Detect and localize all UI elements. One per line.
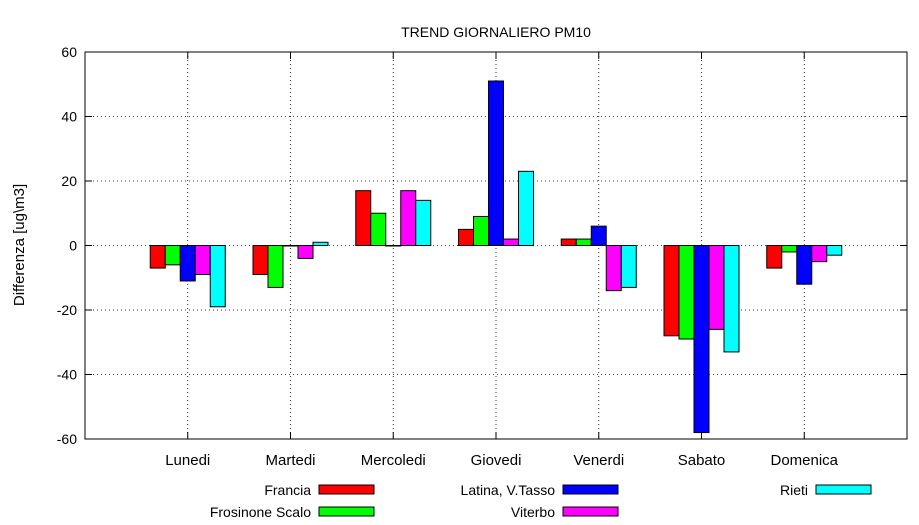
bar-frosinone-scalo [575, 238, 592, 247]
y-tick-label: -60 [57, 431, 77, 447]
bar-frosinone-scalo [164, 245, 181, 266]
bar-latina-v-tasso [488, 80, 504, 247]
bar-viterbo [297, 245, 314, 259]
y-tick-label: 40 [61, 109, 77, 125]
bars [149, 80, 843, 434]
y-tick-label: 60 [61, 44, 77, 60]
bar-latina-v-tasso [796, 245, 813, 285]
bar-francia [149, 245, 166, 269]
legend-label: Frosinone Scalo [210, 504, 311, 520]
legend-swatch [562, 484, 619, 495]
x-tick-label: Giovedi [471, 452, 522, 469]
bar-viterbo [605, 245, 622, 292]
bar-francia [766, 245, 783, 269]
bar-francia [355, 190, 372, 247]
bar-latina-v-tasso [590, 225, 607, 246]
bar-francia [663, 245, 680, 337]
legend-label: Rieti [780, 482, 808, 498]
legend-swatch [318, 484, 375, 495]
x-tick-label: Venerdi [573, 452, 624, 469]
legend-label: Latina, V.Tasso [461, 482, 556, 498]
bar-rieti [415, 199, 432, 247]
bar-rieti [723, 245, 740, 353]
x-tick-label: Mercoledi [361, 452, 426, 469]
bar-rieti [518, 170, 534, 246]
bar-rieti [620, 245, 637, 288]
axis-ticks: 60 40 20 0 -20 -40 -60 Lunedi Martedi Mercoledi Gi… [57, 44, 907, 469]
y-tick-label: 20 [61, 173, 77, 189]
legend-label: Viterbo [511, 504, 555, 520]
bar-rieti [209, 245, 226, 308]
bar-viterbo [503, 238, 519, 247]
bar-frosinone-scalo [267, 245, 284, 288]
x-tick-label: Sabato [678, 452, 726, 469]
legend-swatch [562, 506, 619, 517]
legend-label: Francia [264, 482, 311, 498]
x-tick-label: Domenica [770, 452, 838, 469]
y-tick-label: -40 [57, 367, 77, 383]
bar-francia [560, 238, 577, 247]
y-axis-label: Differenza [ug\m3] [11, 184, 28, 306]
y-tick-label: -20 [57, 302, 77, 318]
bar-viterbo [811, 245, 828, 263]
bar-rieti [826, 245, 843, 256]
bar-viterbo [708, 245, 725, 330]
bar-rieti [312, 241, 329, 246]
bar-francia [458, 228, 474, 246]
chart-title: TREND GIORNALIERO PM10 [401, 24, 591, 40]
bar-francia [252, 245, 269, 276]
bar-frosinone-scalo [370, 212, 387, 246]
bar-latina-v-tasso [693, 245, 710, 434]
bar-frosinone-scalo [678, 245, 695, 340]
bar-viterbo [400, 190, 417, 247]
bar-latina-v-tasso [385, 245, 402, 247]
bar-frosinone-scalo [781, 245, 798, 253]
legend-swatch [815, 484, 872, 495]
x-tick-label: Lunedi [165, 452, 210, 469]
y-tick-label: 0 [69, 238, 77, 254]
bar-latina-v-tasso [179, 245, 196, 282]
bar-latina-v-tasso [282, 245, 299, 247]
legend: Francia Frosinone Scalo Latina, V.Tasso Vit… [210, 482, 872, 520]
bar-frosinone-scalo [473, 215, 489, 247]
x-tick-label: Martedi [265, 452, 315, 469]
legend-swatch [318, 506, 375, 517]
bar-viterbo [194, 245, 211, 276]
